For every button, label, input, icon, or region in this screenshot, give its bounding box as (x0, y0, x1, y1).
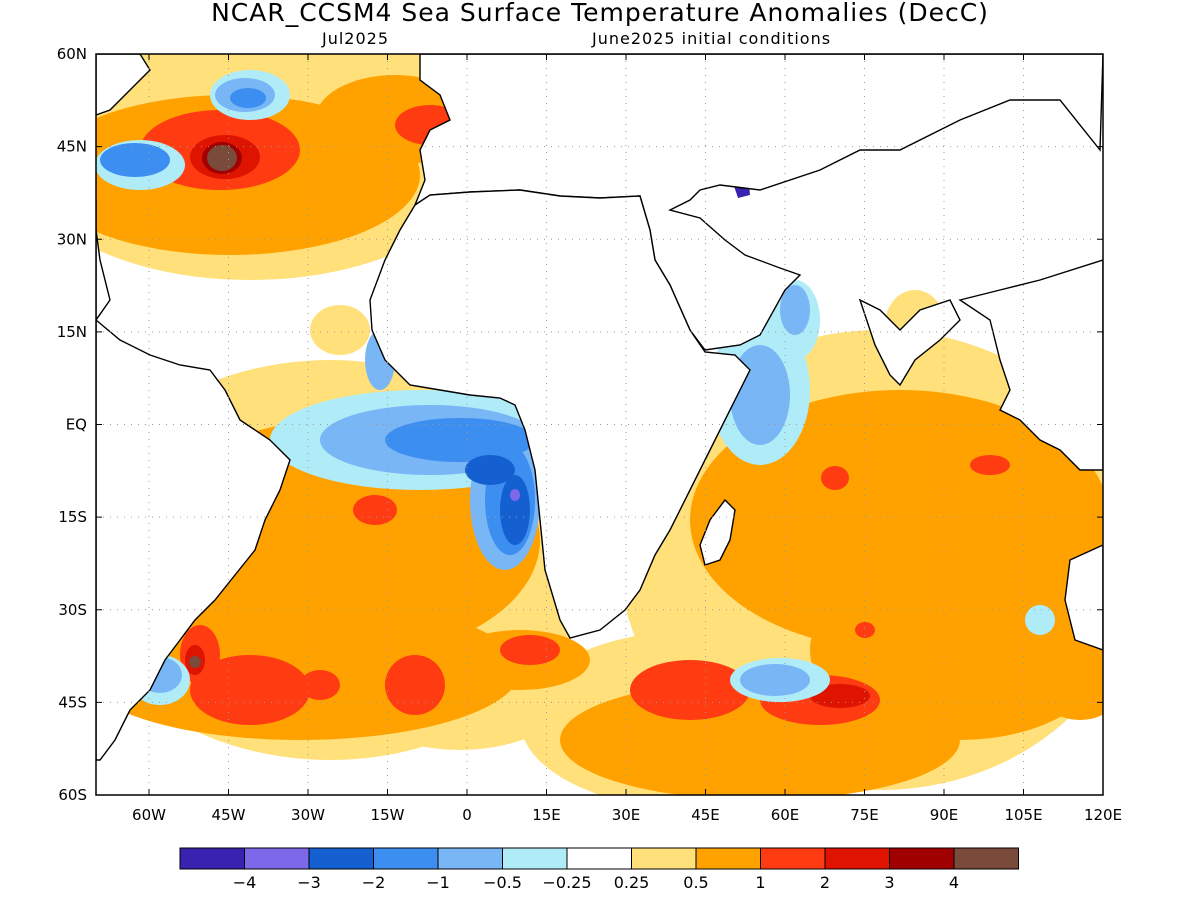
lon-tick-label: 75E (850, 806, 879, 824)
lon-tick-label: 30E (612, 806, 641, 824)
colorbar-swatch (631, 847, 697, 870)
colorbar-swatch (566, 847, 632, 870)
latitude-labels: 60N 45N 30N 15N EQ 15S 30S 45S 60S (57, 45, 87, 804)
colorbar-swatch (502, 847, 568, 870)
lon-tick-label: 105E (1004, 806, 1042, 824)
lat-tick-label: 15N (57, 323, 87, 341)
lon-tick-label: 90E (930, 806, 959, 824)
anomaly-field (96, 54, 1103, 795)
lon-tick-label: 15W (371, 806, 405, 824)
lon-tick-label: 60W (132, 806, 166, 824)
lat-tick-label: 45N (57, 138, 87, 156)
axis-ticks (96, 53, 1104, 796)
map-title: NCAR_CCSM4 Sea Surface Temperature Anoma… (211, 0, 989, 27)
colorbar-label: −3 (297, 873, 321, 892)
lat-tick-label: 60N (57, 45, 87, 63)
lon-tick-label: 45W (212, 806, 246, 824)
lon-tick-label: 0 (462, 806, 472, 824)
colorbar-swatch (760, 847, 826, 870)
coastlines (96, 54, 1103, 761)
lon-tick-label: 45E (691, 806, 720, 824)
colorbar-swatch (953, 847, 1019, 870)
lon-tick-label: 60E (771, 806, 800, 824)
colorbar-label: −0.25 (542, 873, 591, 892)
colorbar-swatch (373, 847, 439, 870)
colorbar-labels: −4 −3 −2 −1 −0.5 −0.25 0.25 0.5 1 2 3 4 (233, 873, 959, 892)
colorbar-label: 0.25 (614, 873, 650, 892)
colorbar (179, 847, 1019, 870)
colorbar-swatch (889, 847, 955, 870)
colorbar-label: −0.5 (483, 873, 522, 892)
longitude-labels: 60W 45W 30W 15W 0 15E 30E 45E 60E 75E 90E 105E 120E (132, 806, 1122, 824)
colorbar-label: 0.5 (683, 873, 708, 892)
lat-tick-label: 30N (57, 230, 87, 248)
forecast-month: Jul2025 (322, 29, 390, 48)
lat-tick-label: 45S (58, 693, 87, 711)
colorbar-label: −1 (426, 873, 450, 892)
colorbar-label: 4 (949, 873, 959, 892)
lon-tick-label: 30W (291, 806, 325, 824)
colorbar-label: −4 (233, 873, 257, 892)
colorbar-swatch (824, 847, 890, 870)
lat-tick-label: 15S (58, 508, 87, 526)
colorbar-label: 1 (755, 873, 765, 892)
lon-tick-label: 120E (1084, 806, 1122, 824)
colorbar-swatch (244, 847, 310, 870)
colorbar-swatch (308, 847, 374, 870)
lat-tick-label: 60S (58, 786, 87, 804)
initial-conditions: June2025 initial conditions (592, 29, 832, 48)
colorbar-swatch (695, 847, 761, 870)
lat-tick-label: 30S (58, 601, 87, 619)
colorbar-label: 2 (820, 873, 830, 892)
lat-tick-label: EQ (66, 416, 87, 434)
colorbar-swatch (437, 847, 503, 870)
colorbar-swatch (179, 847, 245, 870)
colorbar-label: 3 (884, 873, 894, 892)
lon-tick-label: 15E (532, 806, 561, 824)
colorbar-label: −2 (362, 873, 386, 892)
